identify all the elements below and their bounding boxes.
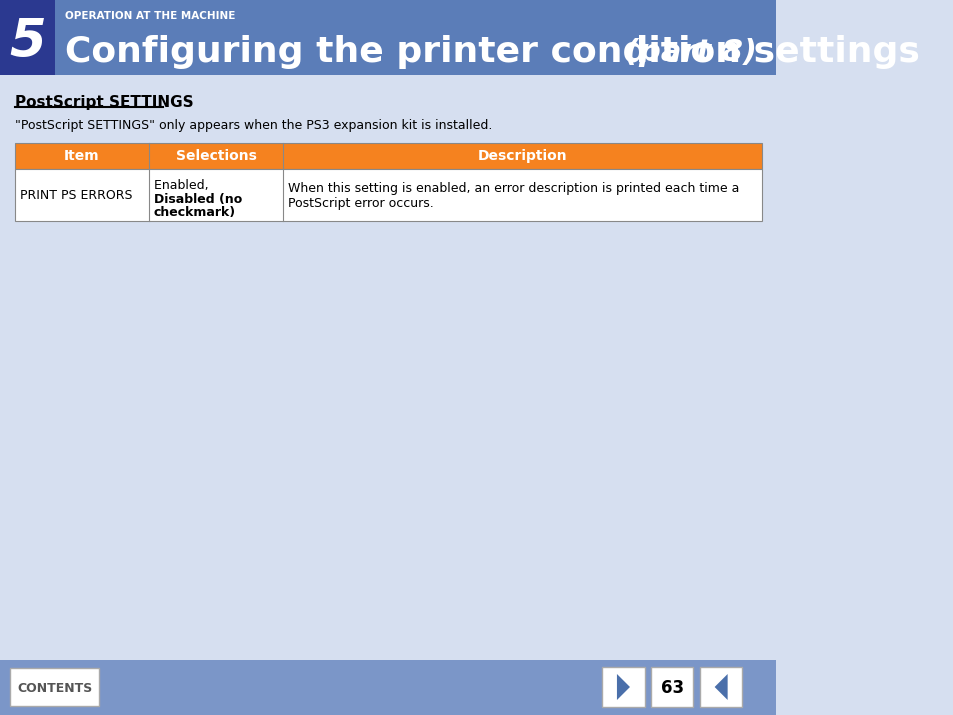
Text: Enabled,: Enabled, <box>153 179 213 192</box>
Text: "PostScript SETTINGS" only appears when the PS3 expansion kit is installed.: "PostScript SETTINGS" only appears when … <box>14 119 492 132</box>
Text: Configuring the printer condition settings: Configuring the printer condition settin… <box>65 35 919 69</box>
Text: PRINT PS ERRORS: PRINT PS ERRORS <box>19 189 132 202</box>
Text: PostScript SETTINGS: PostScript SETTINGS <box>14 94 193 109</box>
FancyBboxPatch shape <box>0 0 776 75</box>
Text: Disabled (no: Disabled (no <box>153 192 242 205</box>
Text: Description: Description <box>477 149 567 163</box>
Text: OPERATION AT THE MACHINE: OPERATION AT THE MACHINE <box>65 11 235 21</box>
Text: When this setting is enabled, an error description is printed each time a: When this setting is enabled, an error d… <box>288 182 739 194</box>
Text: 63: 63 <box>660 679 683 697</box>
Text: PostScript error occurs.: PostScript error occurs. <box>288 197 434 209</box>
Text: checkmark): checkmark) <box>153 205 235 219</box>
FancyBboxPatch shape <box>14 169 761 221</box>
FancyBboxPatch shape <box>0 0 55 75</box>
Polygon shape <box>714 674 727 700</box>
FancyBboxPatch shape <box>700 667 741 707</box>
Text: Selections: Selections <box>175 149 256 163</box>
Text: CONTENTS: CONTENTS <box>17 681 92 694</box>
FancyBboxPatch shape <box>651 667 693 707</box>
Text: 5: 5 <box>10 16 46 68</box>
Polygon shape <box>617 674 629 700</box>
FancyBboxPatch shape <box>10 668 99 706</box>
FancyBboxPatch shape <box>14 143 761 169</box>
FancyBboxPatch shape <box>601 667 644 707</box>
FancyBboxPatch shape <box>0 660 776 715</box>
Text: (part 8): (part 8) <box>624 37 756 66</box>
Text: Item: Item <box>64 149 99 163</box>
